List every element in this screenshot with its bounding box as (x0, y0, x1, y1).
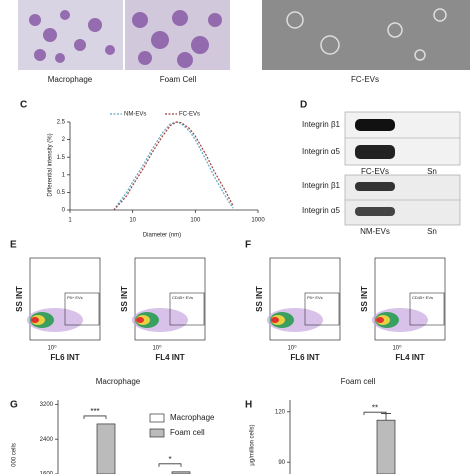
tick-label: 10⁰ (392, 345, 402, 352)
x-axis-label: FL6 INT (290, 353, 319, 362)
panel-letter: C (20, 100, 27, 111)
y-axis-label: SS INT (15, 286, 24, 312)
y-tick-label: 0.5 (57, 190, 66, 196)
gate (304, 292, 340, 326)
legend-label: Foam cell (170, 428, 205, 437)
tick-label: 10⁰ (47, 345, 57, 352)
panel-letter: E (10, 240, 17, 251)
y-tick-label: 1600 (40, 472, 54, 474)
gate-label: P5+ EVs (307, 295, 323, 300)
gate (169, 292, 205, 326)
x-axis-label: FL4 INT (395, 353, 424, 362)
lane-label: NM-EVs (360, 227, 390, 236)
significance: *** (90, 407, 99, 416)
x-axis-label: FL4 INT (155, 353, 184, 362)
scatter-cloud (31, 317, 39, 323)
x-tick-label: 1000 (251, 218, 265, 224)
x-axis-label: FL6 INT (50, 353, 79, 362)
panel-letter: H (245, 400, 252, 411)
cells (29, 10, 222, 68)
y-tick-label: 3200 (40, 402, 54, 408)
tick-label: 10⁰ (287, 345, 297, 352)
panel-letter: F (245, 240, 251, 251)
em-image (262, 0, 470, 70)
row-label: Integrin β1 (302, 120, 341, 129)
band (355, 182, 395, 191)
significance: ** (372, 403, 378, 412)
band (355, 145, 395, 159)
y-axis-label: μg/million cells) (250, 424, 256, 465)
row-label: Integrin α5 (302, 147, 341, 156)
y-tick-label: 2.5 (57, 120, 66, 126)
bracket (363, 411, 387, 416)
y-tick-label: 2400 (40, 437, 54, 443)
gate (409, 292, 445, 326)
y-axis-label: Differential intensity (%) (48, 133, 54, 196)
legend-label: FC-EVs (179, 112, 200, 118)
x-tick-label: 100 (190, 218, 201, 224)
caption: FC-EVs (351, 75, 379, 84)
gate-label: CD45+ EVs (412, 295, 433, 300)
band (355, 207, 395, 216)
x-axis-label: Diameter (nm) (143, 233, 181, 239)
legend-label: NM-EVs (124, 112, 146, 118)
caption: Foam Cell (160, 75, 197, 84)
x-tick-label: 1 (68, 218, 72, 224)
band (355, 119, 395, 131)
bars (376, 413, 396, 474)
panel-letter: G (10, 400, 18, 411)
axes (69, 122, 258, 211)
y-axis-label: SS INT (255, 286, 264, 312)
bars (96, 423, 191, 474)
y-tick-label: 0 (62, 208, 66, 214)
vesicles (286, 8, 447, 61)
y-axis-label: 000 cells (12, 443, 18, 467)
gate-label: CD45+ EVs (172, 295, 193, 300)
row-label: Integrin α5 (302, 206, 341, 215)
y-axis-label: SS INT (120, 286, 129, 312)
gate (64, 292, 100, 326)
line (113, 121, 234, 211)
panel-letter: D (300, 100, 307, 111)
lane-label: Sn (427, 167, 437, 176)
y-tick-label: 90 (278, 460, 285, 466)
bar (96, 423, 116, 474)
bar (376, 419, 396, 474)
bracket (158, 463, 182, 467)
y-tick-label: 120 (275, 409, 286, 415)
y-axis-label: SS INT (360, 286, 369, 312)
lane-label: Sn (427, 227, 437, 236)
scatter-cloud (271, 317, 279, 323)
x-tick-label: 10 (129, 218, 136, 224)
gate-label: P5+ EVs (67, 295, 83, 300)
line (113, 121, 234, 211)
scatter-cloud (136, 317, 144, 323)
y-tick-label: 1 (62, 172, 66, 178)
caption: Macrophage (96, 377, 141, 386)
significance: * (168, 455, 171, 464)
y-tick-label: 2 (62, 137, 66, 143)
caption: Foam cell (341, 377, 376, 386)
row-label: Integrin β1 (302, 181, 341, 190)
lane-label: FC-EVs (361, 167, 389, 176)
legend-swatch (149, 413, 165, 423)
caption: Macrophage (48, 75, 93, 84)
legend-label: Macrophage (170, 413, 215, 422)
tick-label: 10⁰ (152, 345, 162, 352)
legend-swatch (149, 428, 165, 438)
scatter-cloud (376, 317, 384, 323)
y-tick-label: 1.5 (57, 155, 66, 161)
bracket (83, 415, 107, 419)
micrograph (18, 0, 123, 70)
